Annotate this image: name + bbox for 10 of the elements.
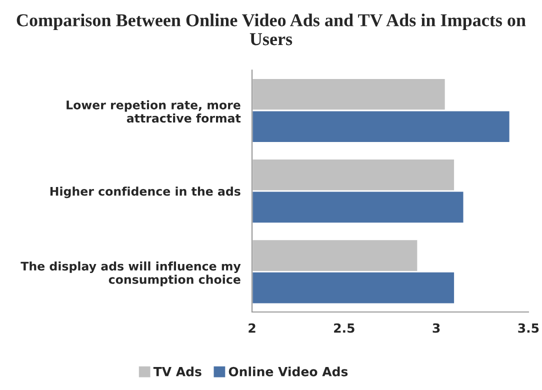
chart-title: Comparison Between Online Video Ads and TV Ads in Impacts on Users <box>16 14 526 46</box>
y-tick-label: Lower repetion rate, more attractive format <box>66 100 241 123</box>
y-tick-label: The display ads will influence my consumption choice <box>20 261 241 286</box>
legend-label: TV Ads <box>153 366 202 376</box>
x-tick-label: 3 <box>432 323 440 333</box>
y-tick-label: Higher confidence in the ads <box>50 186 240 198</box>
x-tick-label: 3.5 <box>518 323 539 333</box>
x-tick-label: 2 <box>248 323 256 333</box>
legend-label: Online Video Ads <box>228 366 348 376</box>
x-tick-label: 2.5 <box>334 323 354 333</box>
